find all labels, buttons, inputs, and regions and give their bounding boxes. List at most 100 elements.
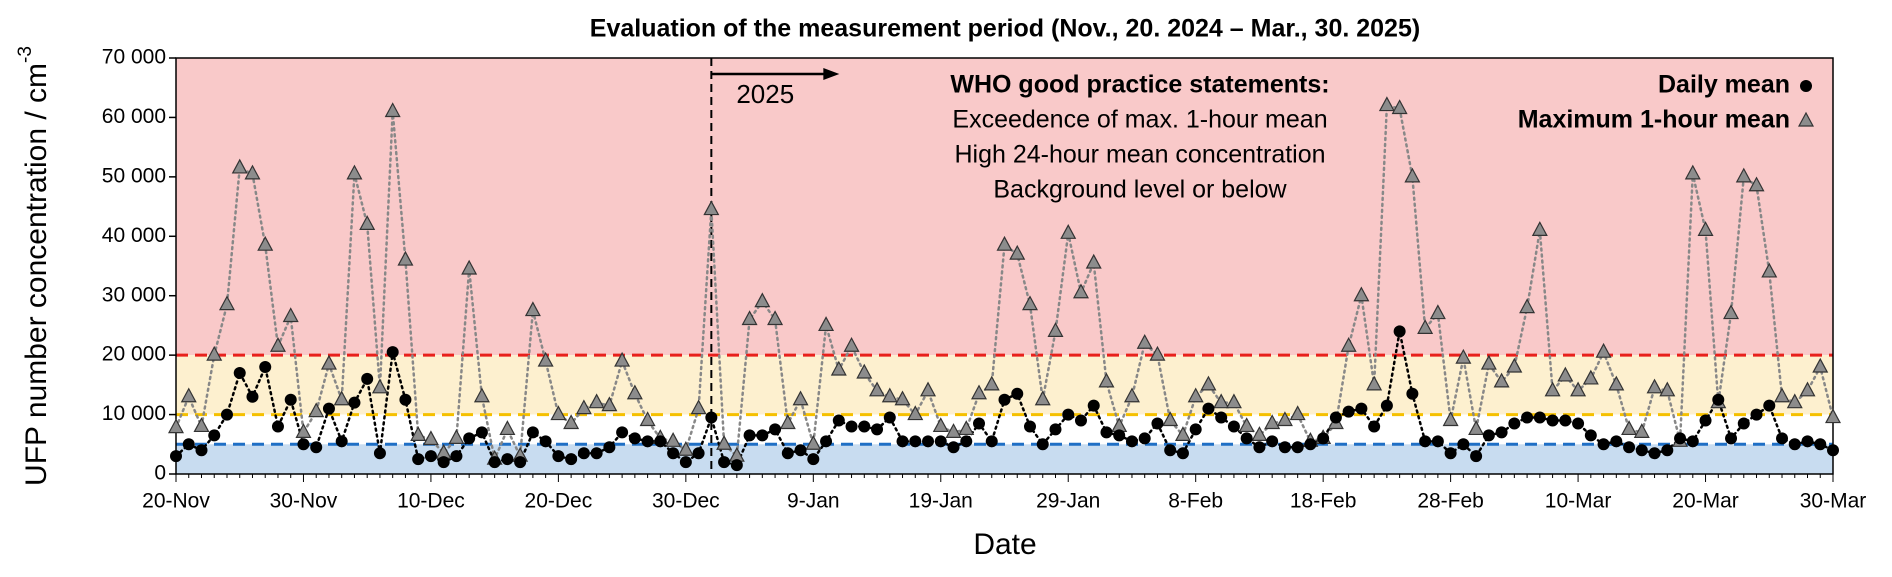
data-point [514,456,527,469]
data-point [1608,375,1625,391]
y-tick-label: 60 000 [102,105,166,128]
data-point [550,405,567,421]
data-point [781,447,794,460]
data-point [488,456,501,469]
data-point [628,432,641,445]
data-point [1457,438,1470,451]
data-point [1266,435,1279,448]
data-point [1786,393,1803,409]
data-point [269,336,286,352]
data-point [575,399,592,415]
data-point [971,384,988,400]
data-point [1406,387,1419,400]
data-point [373,447,386,460]
data-point [845,420,858,433]
data-point [1136,333,1153,349]
x-tick-label: 20-Nov [142,490,210,513]
data-point [1646,378,1663,394]
data-point [526,426,539,439]
data-point [1278,441,1291,454]
data-point [475,426,488,439]
data-point [539,435,552,448]
data-point [1215,411,1228,424]
data-point [320,354,337,370]
data-point [1661,444,1674,457]
data-point [639,411,656,427]
x-axis-label: Date [973,528,1036,561]
y-tick-label: 10 000 [102,402,166,425]
data-point [348,396,361,409]
data-point [1774,387,1791,403]
data-point [1009,244,1026,260]
data-point [384,102,401,118]
data-point [1378,96,1395,112]
data-point [1495,426,1508,439]
data-point [182,438,195,451]
data-point [820,435,833,448]
data-point [1699,414,1712,427]
data-point [1329,411,1342,424]
data-point [690,399,707,415]
x-tick-label: 8-Feb [1168,490,1223,513]
data-point [1238,417,1255,433]
data-point [1138,432,1151,445]
who-legend-item: Exceedence of max. 1-hour mean [952,106,1327,134]
data-point [871,423,884,436]
data-point [1342,405,1355,418]
data-point [1189,423,1202,436]
data-point [1788,438,1801,451]
data-point [397,250,414,266]
data-point [1582,369,1599,385]
data-point [1123,387,1140,403]
data-point [1737,417,1750,430]
data-point [1635,444,1648,457]
data-point [807,453,820,466]
data-point [1519,298,1536,314]
data-point [945,423,962,438]
data-point [894,390,911,406]
legend-label: Daily mean [1658,71,1790,99]
data-point [1174,426,1191,441]
data-point [692,447,705,460]
data-point [805,435,822,450]
data-point [1814,438,1827,451]
data-point [1723,304,1740,320]
data-point [1633,423,1650,438]
data-point [779,414,796,430]
data-point [603,441,616,454]
data-point [1521,411,1534,424]
x-tick-label: 9-Jan [787,490,840,513]
data-point [1827,444,1839,457]
data-point [641,435,654,448]
data-point [1340,336,1357,352]
data-point [1368,420,1381,433]
data-point [830,360,847,376]
data-point [1455,348,1472,364]
data-point [996,235,1013,251]
data-point [1686,435,1699,448]
data-point [322,402,335,415]
data-point [193,417,210,433]
data-point [1506,357,1523,373]
y-axis-label-superscript: -3 [15,46,36,63]
x-tick-label: 10-Mar [1545,490,1612,513]
data-point [1482,429,1495,442]
data-point [1380,399,1393,412]
data-point [1049,423,1062,436]
x-tick-label: 30-Mar [1800,490,1867,513]
data-point [1559,414,1572,427]
data-point [361,372,374,385]
data-point [1100,426,1113,439]
data-point [588,393,605,409]
data-point [461,259,478,275]
data-point [754,292,771,308]
data-point [346,164,363,180]
data-point [818,316,835,332]
data-point [1812,357,1829,373]
data-point [524,301,541,317]
data-point [909,435,922,448]
data-point [769,423,782,436]
data-point [371,378,388,394]
data-point [1187,387,1204,403]
data-point [832,414,845,427]
